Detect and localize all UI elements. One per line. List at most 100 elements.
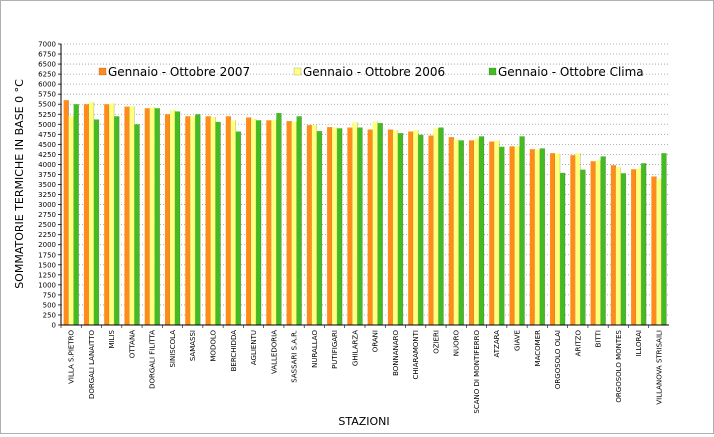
bar: [230, 120, 236, 326]
y-tick-label: 0: [52, 322, 56, 330]
bar: [271, 120, 277, 326]
x-category-label: VILLA S.PIETRO: [68, 330, 76, 384]
y-tick-label: 7000: [38, 41, 56, 49]
bar: [205, 116, 211, 325]
bar: [387, 129, 393, 325]
bar: [266, 120, 272, 326]
bar: [408, 131, 414, 325]
bar: [311, 125, 317, 326]
bar: [210, 117, 216, 325]
bar: [534, 149, 540, 325]
x-axis-category-labels: VILLA S.PIETRO DORGALI LANAITTO MILIS OTTAN…: [60, 325, 663, 414]
bar: [93, 119, 99, 326]
y-tick-label: 3500: [38, 181, 56, 189]
grid-lines: [61, 43, 669, 316]
x-category-label: MODOLO: [210, 330, 218, 362]
legend-item: Gennaio - Ottobre 2006: [293, 65, 445, 79]
bar: [169, 110, 175, 325]
y-tick-label: 4750: [38, 131, 56, 139]
x-category-label: BITTI: [595, 330, 603, 347]
bar: [88, 102, 94, 325]
bar: [286, 121, 292, 326]
y-tick-label: 750: [43, 291, 56, 299]
legend-item: Gennaio - Ottobre 2007: [98, 65, 250, 79]
y-tick-label: 1000: [38, 281, 56, 289]
x-category-label: MACOMER: [534, 330, 542, 367]
bar: [651, 176, 657, 325]
bar: [448, 137, 454, 325]
bar: [438, 127, 444, 325]
bar: [185, 116, 191, 325]
bar: [296, 116, 302, 325]
bar: [327, 127, 333, 326]
x-category-label: AGLIENTU: [250, 330, 258, 365]
bar: [68, 116, 74, 325]
y-tick-label: 1250: [38, 271, 56, 279]
bar: [575, 153, 581, 325]
x-category-label: DORGALI FILITTA: [149, 330, 157, 389]
x-category-label: GHILARZA: [351, 330, 359, 366]
x-category-label: OTTANA: [128, 330, 136, 358]
x-category-label: CHIARAMONTI: [412, 330, 420, 380]
bar: [352, 122, 358, 326]
y-tick-label: 4500: [38, 141, 56, 149]
bar: [514, 146, 520, 325]
bar: [458, 140, 464, 325]
y-tick-label: 5250: [38, 111, 56, 119]
bar: [529, 149, 535, 325]
x-category-label: ORGOSOLO MONTES: [615, 329, 623, 402]
x-category-label: SCANO DI MONTIFERRO: [473, 330, 481, 414]
x-category-label: ORANI: [372, 330, 380, 352]
bar: [489, 141, 495, 325]
bar: [73, 104, 79, 325]
bar: [367, 129, 373, 325]
y-tick-label: 2000: [38, 241, 56, 249]
y-tick-label: 6000: [38, 81, 56, 89]
bar: [114, 116, 120, 325]
y-tick-label: 5500: [38, 101, 56, 109]
bar: [600, 156, 606, 325]
bar: [134, 124, 140, 326]
bar: [656, 178, 662, 325]
bar: [636, 168, 642, 325]
y-tick-label: 1750: [38, 251, 56, 259]
bar: [620, 173, 626, 325]
x-category-label: PUTIFIGARI: [331, 330, 339, 369]
x-category-label: VILLANOVA STRISAILI: [655, 330, 663, 405]
y-tick-label: 6500: [38, 61, 56, 69]
bar: [631, 169, 637, 325]
bar: [347, 127, 353, 325]
y-tick-label: 4000: [38, 161, 56, 169]
x-category-label: ATZARA: [493, 330, 501, 358]
bar: [144, 108, 150, 325]
bar: [337, 128, 343, 325]
x-category-label: ILLORAI: [635, 330, 643, 357]
bar: [453, 139, 459, 325]
x-category-label: DORGALI LANAITTO: [88, 330, 96, 400]
y-tick-label: 5000: [38, 121, 56, 129]
bar: [433, 128, 439, 325]
bar: [615, 167, 621, 325]
x-category-label: BONNANARO: [392, 330, 400, 376]
y-tick-label: 3750: [38, 171, 56, 179]
bar: [418, 134, 424, 325]
bar: [109, 103, 115, 325]
legend-swatch: [293, 67, 302, 76]
bar: [550, 153, 556, 325]
x-axis-title: STAZIONI: [338, 415, 389, 428]
bar: [174, 111, 180, 325]
x-category-label: SASSARI S.A.R.: [291, 330, 299, 383]
bar: [377, 123, 383, 326]
bar: [225, 116, 231, 325]
legend-label: Gennaio - Ottobre 2007: [108, 65, 250, 79]
bar: [124, 106, 130, 325]
bar: [519, 136, 525, 325]
bar: [291, 121, 297, 326]
y-tick-label: 500: [43, 301, 56, 309]
bar: [154, 108, 160, 325]
legend-swatch: [98, 67, 107, 76]
y-tick-label: 6750: [38, 51, 56, 59]
bar: [428, 135, 434, 325]
bar: [595, 160, 601, 325]
